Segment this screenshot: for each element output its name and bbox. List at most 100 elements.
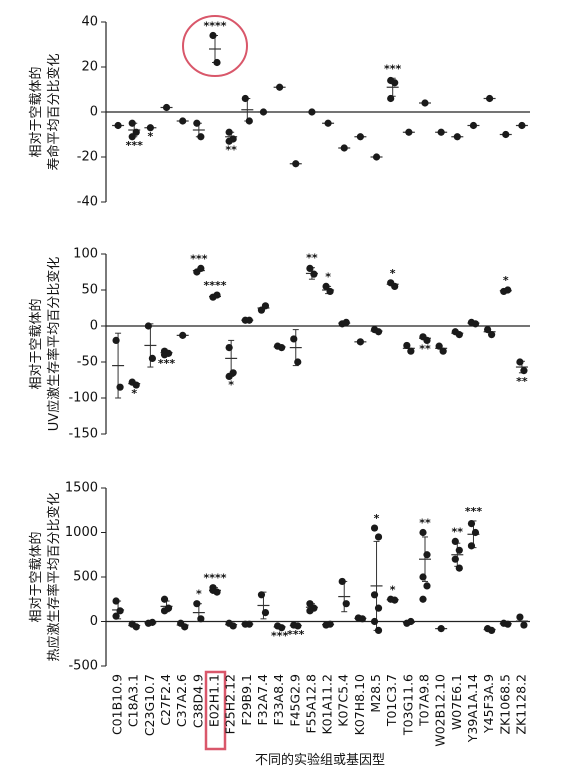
y-tick-label: -50 [77, 355, 98, 370]
significance-label: **** [203, 279, 226, 292]
data-point [391, 596, 399, 604]
data-point [197, 133, 205, 141]
y-tick-label: 50 [81, 283, 98, 298]
y-tick-label: 1000 [65, 525, 98, 540]
x-tick-label: C38D4.9 [190, 674, 205, 728]
data-point [504, 620, 512, 628]
y-axis-label: 热应激生存率平均百分比变化 [46, 492, 62, 661]
significance-label: ** [225, 143, 237, 156]
data-point [342, 600, 350, 608]
data-point [245, 316, 253, 324]
data-point [241, 94, 249, 103]
data-point [257, 591, 266, 599]
data-point [437, 625, 445, 633]
y-tick-label: -150 [68, 427, 98, 442]
x-tick-label: Y45F3A.9 [481, 674, 496, 734]
x-tick-label: ZK1068.5 [497, 674, 512, 735]
data-point [116, 607, 124, 615]
data-point [484, 326, 492, 334]
significance-label: * [390, 583, 396, 596]
data-point [225, 372, 233, 380]
data-point [160, 595, 169, 603]
data-point [322, 282, 330, 290]
significance-label: **** [203, 20, 226, 33]
data-point [370, 524, 379, 532]
data-point [179, 331, 187, 339]
x-tick-label: Y39A1A.14 [465, 674, 480, 743]
y-axis-label: 相对于空载体的 [28, 298, 44, 389]
data-point [374, 328, 383, 336]
data-point [308, 108, 316, 116]
data-point [290, 335, 298, 343]
data-point [407, 617, 415, 626]
data-point [502, 130, 510, 139]
x-tick-label: T01C3.7 [384, 674, 399, 727]
data-point [193, 119, 201, 127]
data-point [276, 83, 284, 91]
data-point [387, 94, 395, 103]
data-point [469, 121, 478, 130]
data-point [132, 623, 140, 631]
significance-label: *** [384, 62, 402, 75]
x-tick-label: W07E6.1 [449, 674, 464, 730]
data-point [451, 555, 459, 563]
data-point [421, 99, 429, 107]
data-point [520, 621, 528, 629]
significance-label: ** [452, 525, 464, 538]
significance-label: *** [158, 357, 176, 370]
data-point [423, 551, 431, 559]
data-point [451, 537, 459, 546]
x-tick-label: F25H2.12 [223, 674, 238, 734]
data-point [471, 320, 480, 328]
data-point [197, 615, 205, 623]
data-point [112, 597, 120, 605]
x-tick-label: F29B9.1 [239, 674, 254, 726]
data-point [225, 128, 233, 136]
x-tick-label: W02B12.10 [433, 674, 448, 747]
data-point [374, 626, 383, 635]
data-point [144, 322, 152, 330]
y-tick-label: -500 [68, 659, 98, 674]
x-tick-label: T07A9.8 [417, 674, 432, 727]
data-point [229, 622, 237, 630]
data-point [148, 618, 156, 626]
data-point [261, 302, 270, 310]
data-point [419, 573, 427, 581]
data-point [326, 620, 334, 628]
y-axis-label: UV应激生存率平均百分比变化 [46, 257, 62, 431]
data-point [520, 367, 528, 375]
y-tick-label: -20 [77, 150, 98, 165]
data-point [213, 58, 221, 67]
data-point [370, 591, 379, 599]
x-tick-label: C18A3.1 [126, 674, 141, 727]
data-point [338, 577, 346, 586]
data-point [356, 133, 364, 141]
data-point [197, 264, 205, 272]
data-point [306, 264, 314, 272]
significance-label: * [131, 387, 137, 400]
x-tick-label: E02H1.1 [207, 674, 222, 727]
data-point [374, 533, 383, 541]
data-point [439, 347, 447, 355]
data-point [259, 108, 268, 116]
data-point [179, 117, 187, 125]
significance-label: * [503, 274, 509, 287]
data-point [162, 103, 171, 112]
data-point [132, 381, 140, 389]
data-point [435, 342, 443, 350]
data-point [294, 358, 302, 366]
data-point [225, 344, 233, 352]
significance-label: * [228, 378, 234, 391]
data-point [114, 121, 122, 130]
data-point [453, 133, 461, 141]
data-point [146, 124, 154, 132]
significance-label: ** [419, 342, 431, 355]
data-point [423, 336, 431, 344]
data-point [423, 582, 431, 590]
data-point [310, 270, 318, 278]
x-tick-label: M28.5 [368, 674, 383, 713]
significance-label: *** [465, 505, 483, 518]
data-point [116, 383, 124, 391]
data-point [455, 331, 463, 339]
